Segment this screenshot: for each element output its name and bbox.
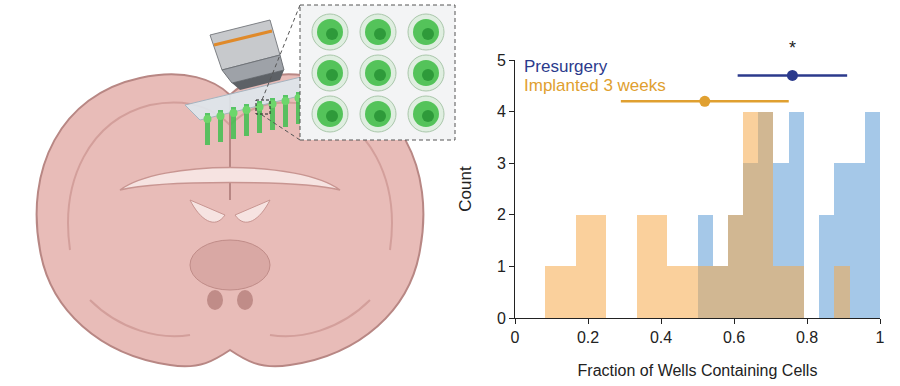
svg-text:1: 1: [497, 258, 506, 275]
svg-text:Implanted 3 weeks: Implanted 3 weeks: [524, 76, 666, 95]
svg-text:2: 2: [497, 206, 506, 223]
svg-text:0.6: 0.6: [723, 329, 745, 346]
svg-text:0: 0: [511, 329, 520, 346]
svg-text:5: 5: [497, 52, 506, 69]
svg-text:1: 1: [876, 329, 885, 346]
svg-text:0.2: 0.2: [577, 329, 599, 346]
svg-text:0: 0: [497, 310, 506, 327]
svg-text:4: 4: [497, 103, 506, 120]
svg-text:3: 3: [497, 155, 506, 172]
svg-text:Presurgery: Presurgery: [524, 57, 608, 76]
svg-text:Fraction of Wells Containing C: Fraction of Wells Containing Cells: [578, 362, 818, 379]
svg-text:0.4: 0.4: [650, 329, 672, 346]
svg-text:*: *: [789, 38, 796, 58]
svg-text:0.8: 0.8: [796, 329, 818, 346]
svg-text:Count: Count: [456, 166, 475, 212]
